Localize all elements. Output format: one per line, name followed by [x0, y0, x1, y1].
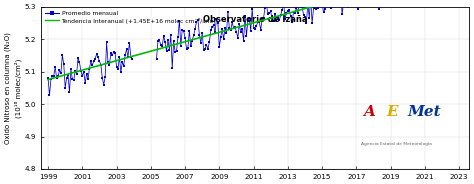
- Text: A: A: [363, 105, 375, 119]
- Text: Observatorio de Izaña: Observatorio de Izaña: [203, 15, 308, 24]
- Legend: Promedio mensual, Tendencia Interanual (+1.45E+16 molec cm⁻²/año): Promedio mensual, Tendencia Interanual (…: [44, 10, 218, 25]
- Y-axis label: Óxido Nitroso en columna (N₂O)
(10¹⁶ molec/cm²): Óxido Nitroso en columna (N₂O) (10¹⁶ mol…: [4, 32, 22, 144]
- Text: Agencia Estatal de Meteorología: Agencia Estatal de Meteorología: [361, 142, 432, 146]
- Text: E: E: [386, 105, 398, 119]
- Text: Met: Met: [408, 105, 441, 119]
